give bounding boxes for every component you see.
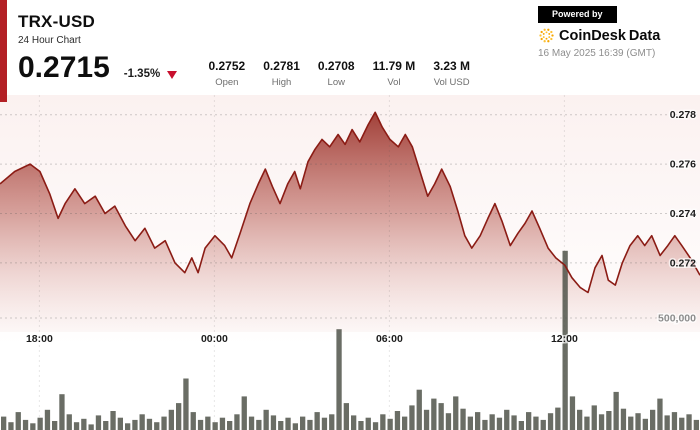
accent-stripe xyxy=(0,0,7,102)
stat-value: 0.2781 xyxy=(263,59,300,73)
svg-text:18:00: 18:00 xyxy=(26,333,53,345)
stat-value: 0.2708 xyxy=(317,59,355,73)
current-price: 0.2715 xyxy=(18,51,110,84)
stat-label: Low xyxy=(327,77,345,88)
chart-subtitle: 24 Hour Chart xyxy=(18,35,81,46)
x-axis-labels: 18:00 00:00 06:00 12:00 xyxy=(24,332,579,347)
gridlines xyxy=(0,95,700,430)
price-down-icon xyxy=(167,71,178,79)
price-area-fill xyxy=(0,112,700,332)
stat-label: High xyxy=(271,77,292,88)
stat-vol: 11.79 M Vol xyxy=(373,59,416,88)
stat-value: 11.79 M xyxy=(372,59,416,73)
svg-text:00:00: 00:00 xyxy=(201,333,228,345)
price-line xyxy=(0,111,700,294)
stat-low: 0.2708 Low xyxy=(318,59,355,88)
coindesk-data-link[interactable]: CoinDesk Data xyxy=(538,27,660,44)
svg-text:500,000: 500,000 xyxy=(658,313,696,325)
chart-header: TRX-USD 24 Hour Chart 0.2715 -1.35% xyxy=(18,12,178,84)
stat-high: 0.2781 High xyxy=(263,59,300,88)
stat-open: 0.2752 Open xyxy=(209,59,246,88)
svg-text:0.278: 0.278 xyxy=(670,109,696,121)
timestamp: 16 May 2025 16:39 (GMT) xyxy=(538,48,656,59)
stats-row: 0.2752 Open 0.2781 High 0.2708 Low 11.79 M Vol 3… xyxy=(209,59,471,88)
svg-text:12:00: 12:00 xyxy=(551,333,578,345)
stat-vol-usd: 3.23 M Vol USD xyxy=(433,59,470,88)
stat-label: Open xyxy=(215,77,239,88)
stat-value: 0.2752 xyxy=(208,59,246,73)
svg-text:0.274: 0.274 xyxy=(670,208,696,220)
brand-name-secondary: Data xyxy=(628,27,661,44)
brand-name-primary: CoinDesk xyxy=(559,27,626,44)
price-row: 0.2715 -1.35% xyxy=(18,51,178,84)
volume-bars xyxy=(1,250,699,430)
svg-text:0.276: 0.276 xyxy=(670,159,696,171)
stat-value: 3.23 M xyxy=(433,59,470,73)
brand-block: Powered by CoinDesk Data 16 May 2025 16:… xyxy=(538,6,690,59)
coindesk-data-logo-icon xyxy=(539,28,554,43)
symbol-title: TRX-USD xyxy=(18,12,95,31)
stat-label: Vol xyxy=(387,77,401,88)
stat-label: Vol USD xyxy=(433,77,470,88)
svg-text:0.272: 0.272 xyxy=(670,257,696,269)
y-axis-labels: 0.278 0.276 0.274 0.272 500,000 xyxy=(657,108,698,326)
powered-by-badge: Powered by xyxy=(538,6,617,23)
svg-text:06:00: 06:00 xyxy=(376,333,403,345)
price-change: -1.35% xyxy=(123,68,161,80)
